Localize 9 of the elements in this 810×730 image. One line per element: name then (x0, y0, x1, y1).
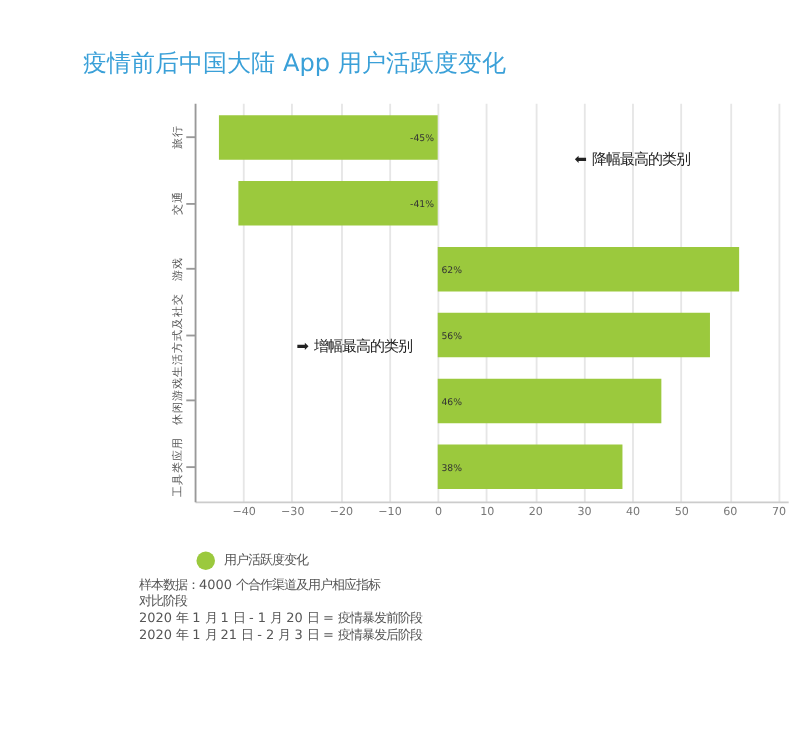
annotation: ➡ 增幅最高的类别 (296, 337, 412, 356)
bar (238, 181, 438, 226)
bar (437, 444, 623, 490)
chart-title: 疫情前后中国大陆 App 用户活跃度变化 (83, 49, 506, 78)
bar (437, 378, 662, 424)
bar (218, 115, 438, 160)
bar (437, 312, 710, 358)
bar (437, 246, 740, 292)
annotation: ⬅ 降幅最高的类别 (574, 150, 690, 169)
